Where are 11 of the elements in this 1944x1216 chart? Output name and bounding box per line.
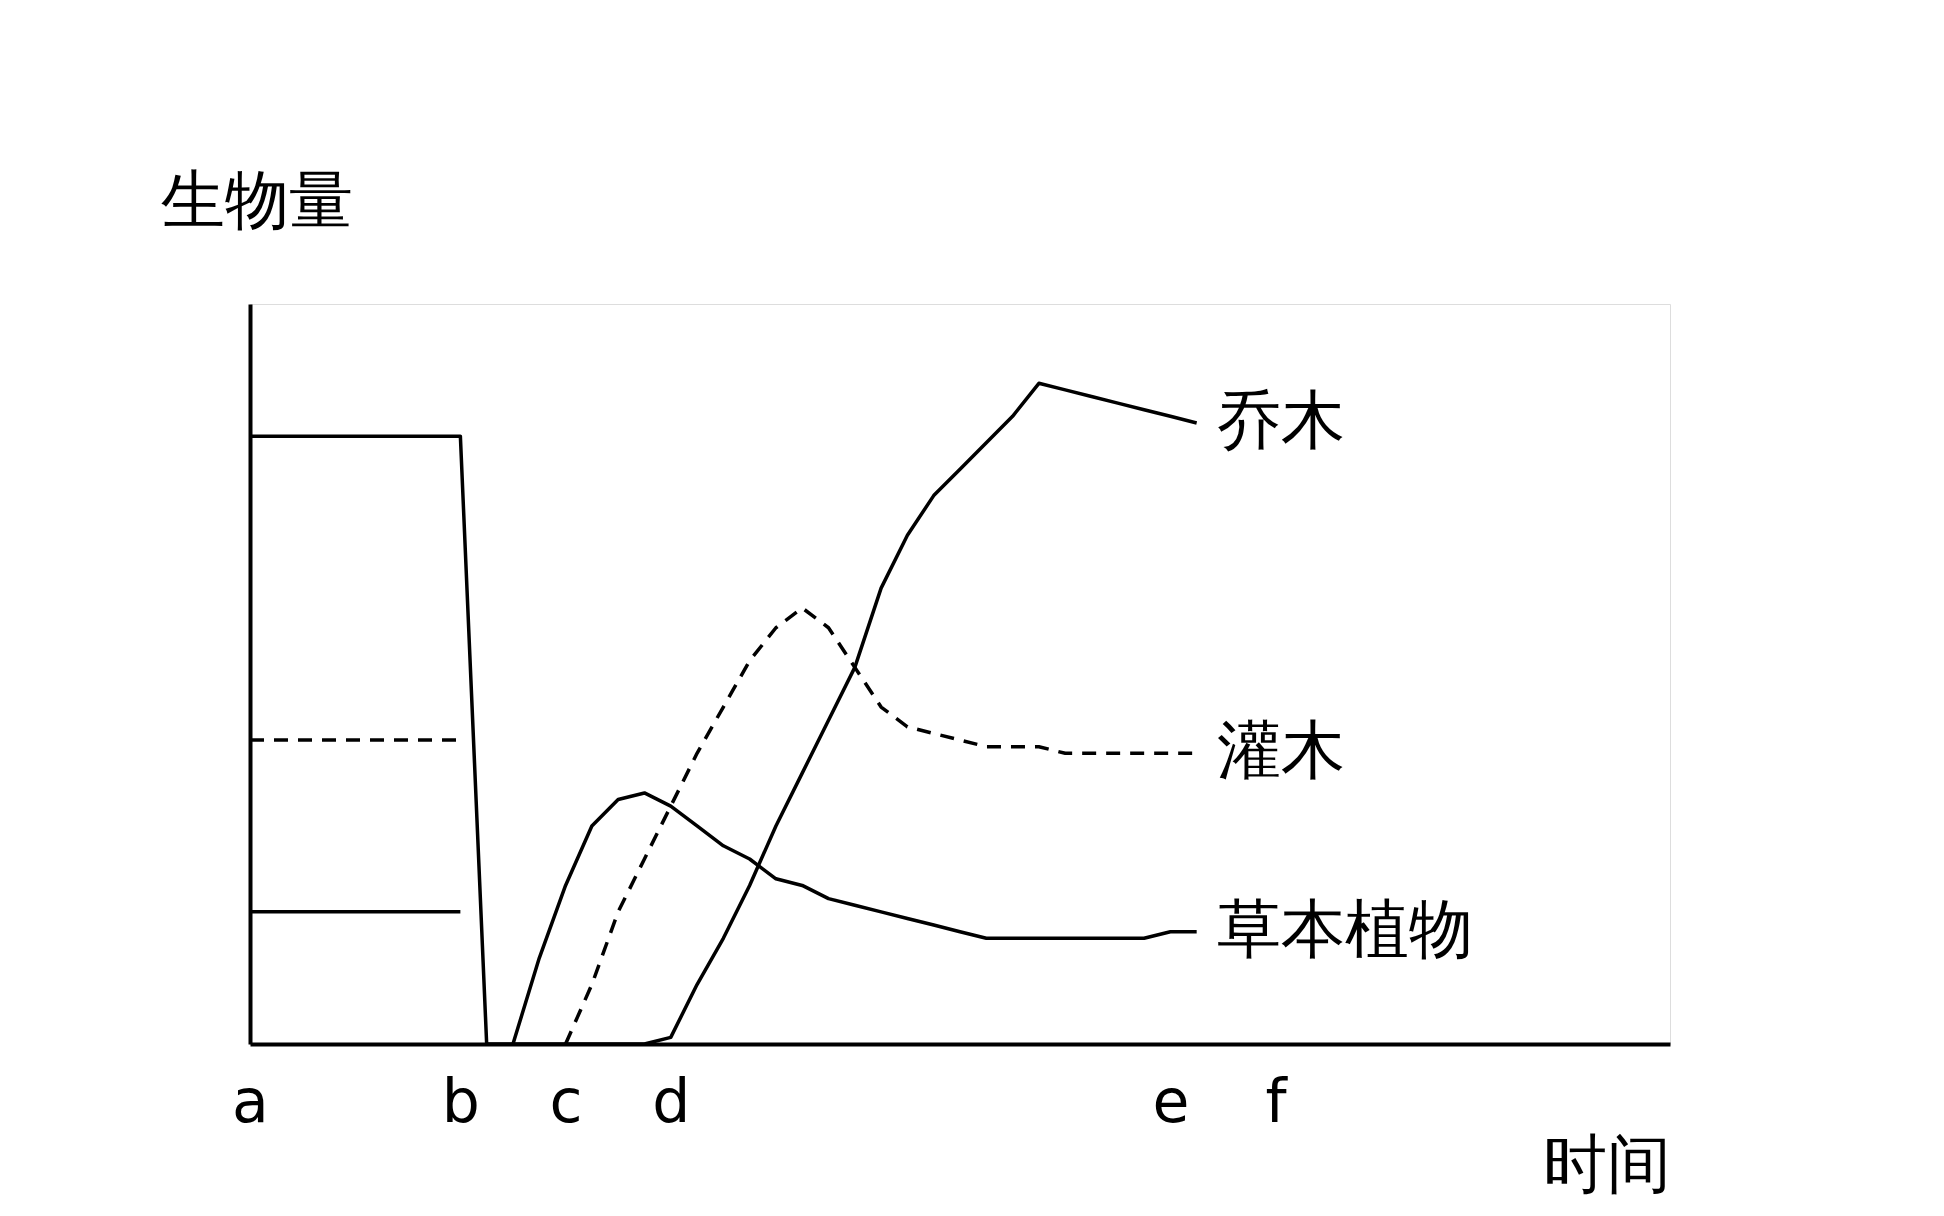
x-tick-label: c (549, 1065, 583, 1136)
x-tick-label: d (652, 1065, 691, 1136)
series-label: 草本植物 (1216, 891, 1473, 966)
x-tick-label: b (441, 1065, 480, 1136)
x-tick-label: a (232, 1065, 269, 1136)
series-label: 乔木 (1216, 382, 1345, 457)
x-tick-label: e (1152, 1065, 1190, 1136)
series-label: 灌木 (1216, 713, 1345, 788)
x-axis-title: 时间 (1542, 1126, 1671, 1201)
y-axis-title: 生物量 (160, 162, 353, 237)
x-tick-label: f (1265, 1065, 1289, 1136)
